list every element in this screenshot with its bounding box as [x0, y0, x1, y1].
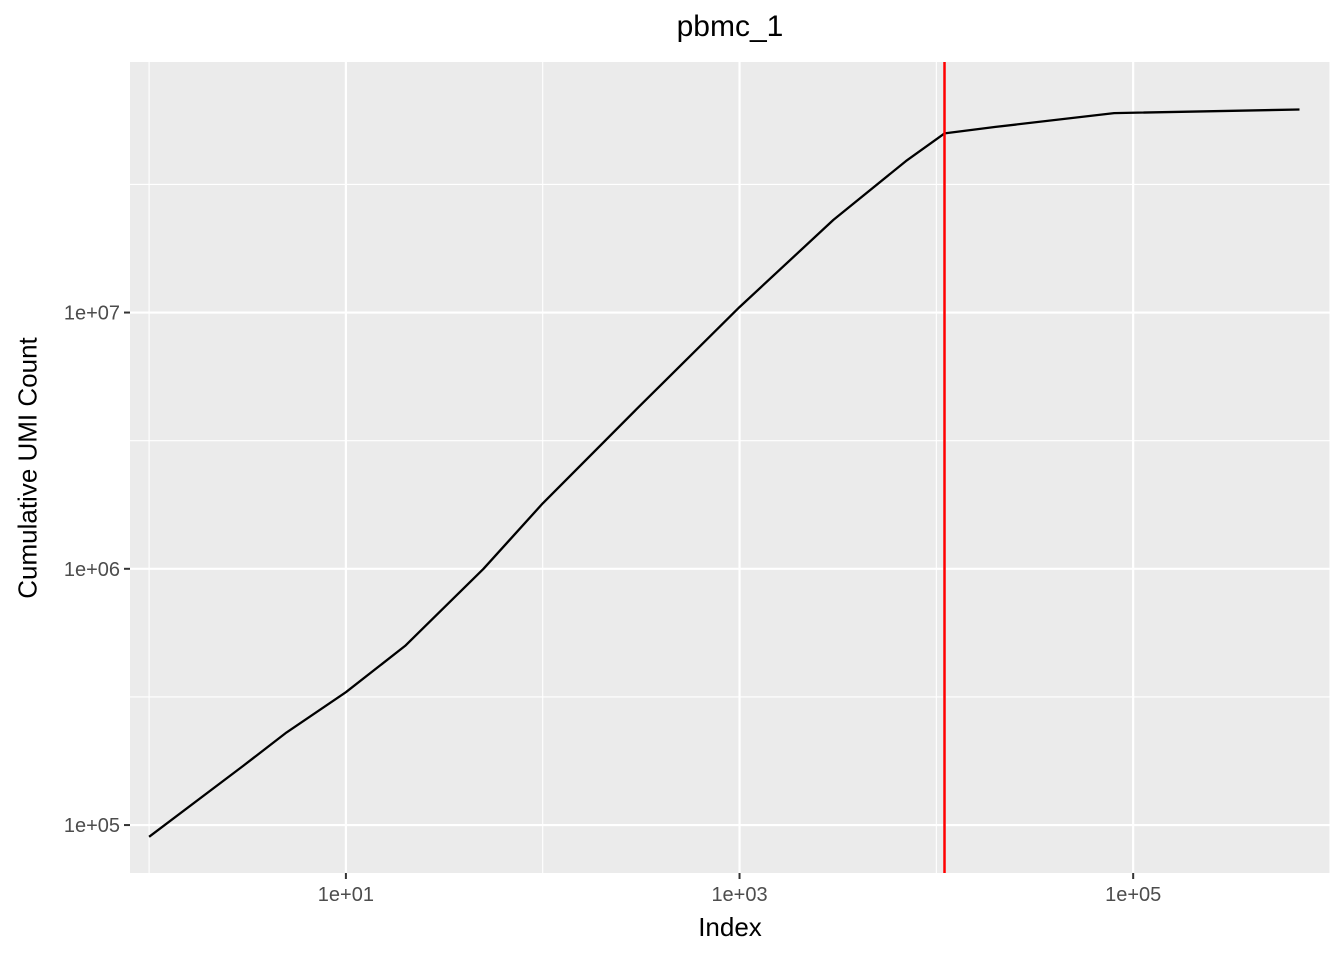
panel-background — [130, 62, 1330, 873]
x-tick-label: 1e+05 — [1105, 884, 1161, 906]
x-tick-label: 1e+01 — [318, 884, 374, 906]
y-tick-label: 1e+05 — [64, 815, 120, 837]
chart-title: pbmc_1 — [676, 10, 784, 43]
x-axis-title: Index — [698, 912, 762, 942]
y-tick-label: 1e+06 — [64, 559, 120, 581]
y-tick-label: 1e+07 — [64, 303, 120, 325]
series-line — [148, 108, 1300, 838]
y-axis-title: Cumulative UMI Count — [12, 337, 43, 599]
x-tick-label: 1e+03 — [711, 884, 767, 906]
